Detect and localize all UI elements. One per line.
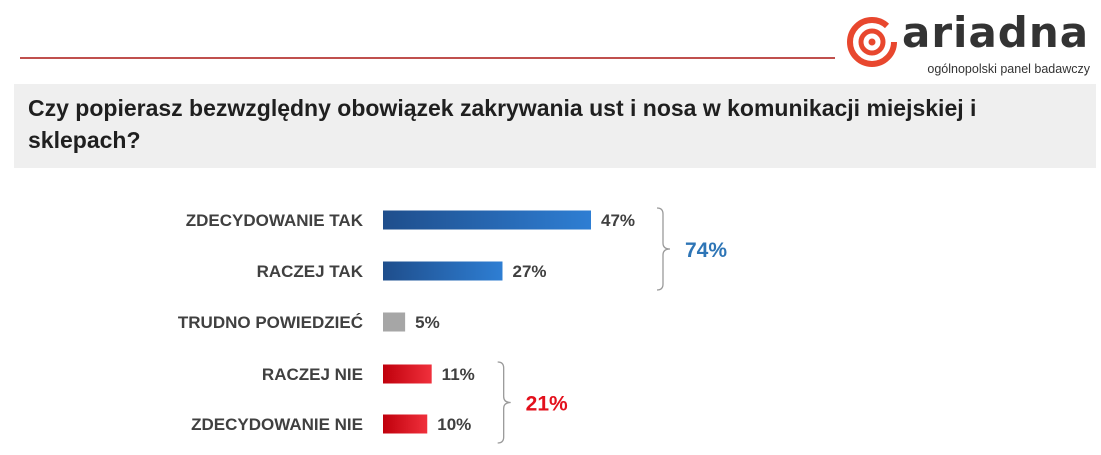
logo-tagline: ogólnopolski panel badawczy (927, 62, 1090, 76)
logo: ariadna ogólnopolski panel badawczy (846, 8, 1096, 78)
bar (383, 261, 503, 281)
logo-mark-icon (847, 17, 897, 67)
category-label: ZDECYDOWANIE TAK (186, 211, 364, 230)
group-brace (656, 207, 671, 291)
value-label: 11% (442, 365, 475, 384)
value-label: 47% (601, 211, 635, 230)
category-label: ZDECYDOWANIE NIE (191, 415, 363, 434)
bar (383, 210, 591, 230)
bar (383, 414, 428, 434)
group-total-label: 74% (685, 239, 727, 262)
logo-wordmark: ariadna (902, 8, 1090, 57)
group-brace (497, 361, 511, 444)
value-label: 10% (437, 415, 471, 434)
category-label: RACZEJ NIE (262, 365, 363, 384)
header-divider (20, 57, 835, 59)
bar (383, 312, 406, 332)
bar (383, 364, 432, 384)
value-label: 27% (512, 262, 546, 281)
chart-question: Czy popierasz bezwzględny obowiązek zakr… (28, 95, 977, 153)
group-total-label: 21% (526, 393, 568, 416)
question-band: Czy popierasz bezwzględny obowiązek zakr… (14, 84, 1096, 168)
category-label: RACZEJ TAK (257, 262, 364, 281)
value-label: 5% (415, 313, 440, 332)
category-label: TRUDNO POWIEDZIEĆ (178, 313, 363, 332)
